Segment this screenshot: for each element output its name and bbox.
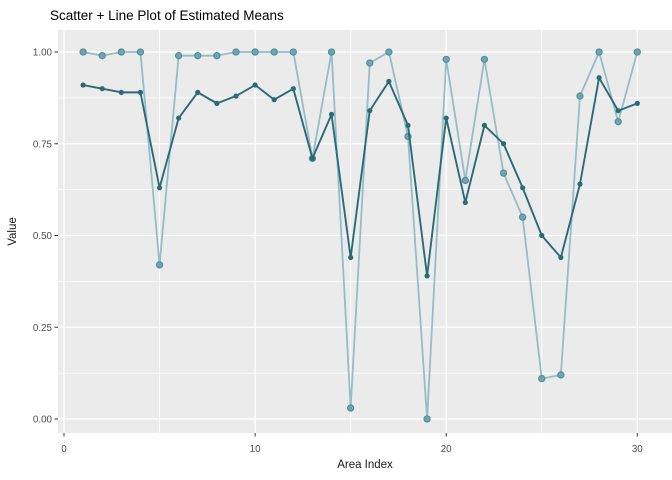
- series-dark-teal-point: [405, 122, 411, 128]
- series-light-teal-point: [423, 415, 431, 423]
- series-light-teal-point: [194, 52, 202, 60]
- series-dark-teal-point: [386, 78, 392, 84]
- series-dark-teal-point: [137, 89, 144, 95]
- series-light-teal-point: [79, 48, 87, 56]
- series-dark-teal-point: [290, 86, 296, 92]
- series-dark-teal-point: [558, 254, 564, 261]
- series-light-teal-point: [251, 48, 259, 56]
- series-dark-teal-point: [615, 108, 621, 114]
- series-dark-teal-point: [500, 141, 507, 147]
- series-light-teal-point: [117, 48, 125, 56]
- y-tick-label: 0.25: [33, 323, 53, 334]
- series-light-teal-point: [98, 52, 106, 60]
- series-dark-teal-point: [348, 254, 354, 261]
- chart-layer: 0 10 20 30 0.00 0.25 0.50 0.75 1.00: [33, 30, 672, 455]
- series-dark-teal-point: [176, 115, 182, 121]
- series-dark-teal-point: [252, 82, 258, 88]
- series-light-teal-point: [289, 48, 297, 56]
- series-light-teal-point: [595, 48, 603, 56]
- series-dark-teal-point: [328, 111, 335, 117]
- y-tick-label: 0.00: [33, 415, 53, 426]
- series-light-teal-point: [155, 261, 164, 269]
- series-dark-teal-point: [634, 100, 640, 106]
- y-tick-label: 1.00: [33, 48, 53, 59]
- series-light-teal-point: [270, 48, 278, 56]
- chart-title: Scatter + Line Plot of Estimated Means: [50, 8, 284, 23]
- series-dark-teal-point: [577, 181, 583, 187]
- series-dark-teal-point: [424, 273, 430, 279]
- series-dark-teal-point: [118, 89, 124, 95]
- series-dark-teal-point: [596, 75, 602, 81]
- series-light-teal-point: [136, 48, 145, 56]
- series-light-teal-point: [518, 213, 527, 221]
- series-light-teal-point: [213, 52, 221, 60]
- x-axis-title: Area Index: [337, 459, 393, 471]
- series-light-teal-point: [461, 176, 469, 185]
- series-light-teal-point: [614, 118, 622, 126]
- x-tick-label: 30: [632, 444, 643, 455]
- series-dark-teal-point: [443, 115, 449, 121]
- plot-panel: [58, 30, 672, 433]
- series-dark-teal-point: [195, 89, 201, 95]
- series-light-teal-point: [576, 92, 584, 100]
- series-light-teal-point: [499, 169, 508, 177]
- series-dark-teal-point: [539, 232, 545, 239]
- series-light-teal-point: [366, 59, 374, 67]
- series-light-teal-point: [557, 371, 565, 379]
- series-light-teal-point: [232, 48, 240, 56]
- y-tick-label: 0.50: [33, 231, 53, 242]
- series-dark-teal-point: [520, 185, 526, 191]
- series-light-teal-point: [480, 55, 489, 63]
- series-dark-teal-point: [156, 185, 163, 191]
- x-tick-label: 20: [441, 444, 452, 455]
- y-axis-title: Value: [7, 217, 19, 246]
- series-dark-teal-point: [271, 97, 277, 103]
- series-dark-teal-line: [82, 76, 639, 277]
- series-light-teal-point: [346, 404, 355, 412]
- x-tick-label: 10: [250, 444, 261, 455]
- series-light-teal-point: [385, 48, 393, 56]
- y-tick-label: 0.75: [33, 139, 53, 150]
- series-dark-teal-point: [99, 86, 105, 92]
- series-light-teal-point: [538, 374, 546, 383]
- x-tick-label: 0: [61, 444, 67, 455]
- series-dark-teal-point: [462, 199, 468, 206]
- series-light-teal-point: [175, 52, 183, 60]
- series-dark-teal-point: [214, 100, 220, 106]
- series-light-teal-point: [327, 48, 336, 56]
- series-light-teal-point: [633, 48, 641, 56]
- series-dark-teal-point: [367, 108, 373, 114]
- series-dark-teal-point: [233, 93, 239, 99]
- series-dark-teal-point: [481, 122, 488, 128]
- series-dark-teal-point: [80, 82, 86, 88]
- series-light-teal-point: [442, 55, 450, 63]
- series-dark-teal-point: [309, 155, 316, 162]
